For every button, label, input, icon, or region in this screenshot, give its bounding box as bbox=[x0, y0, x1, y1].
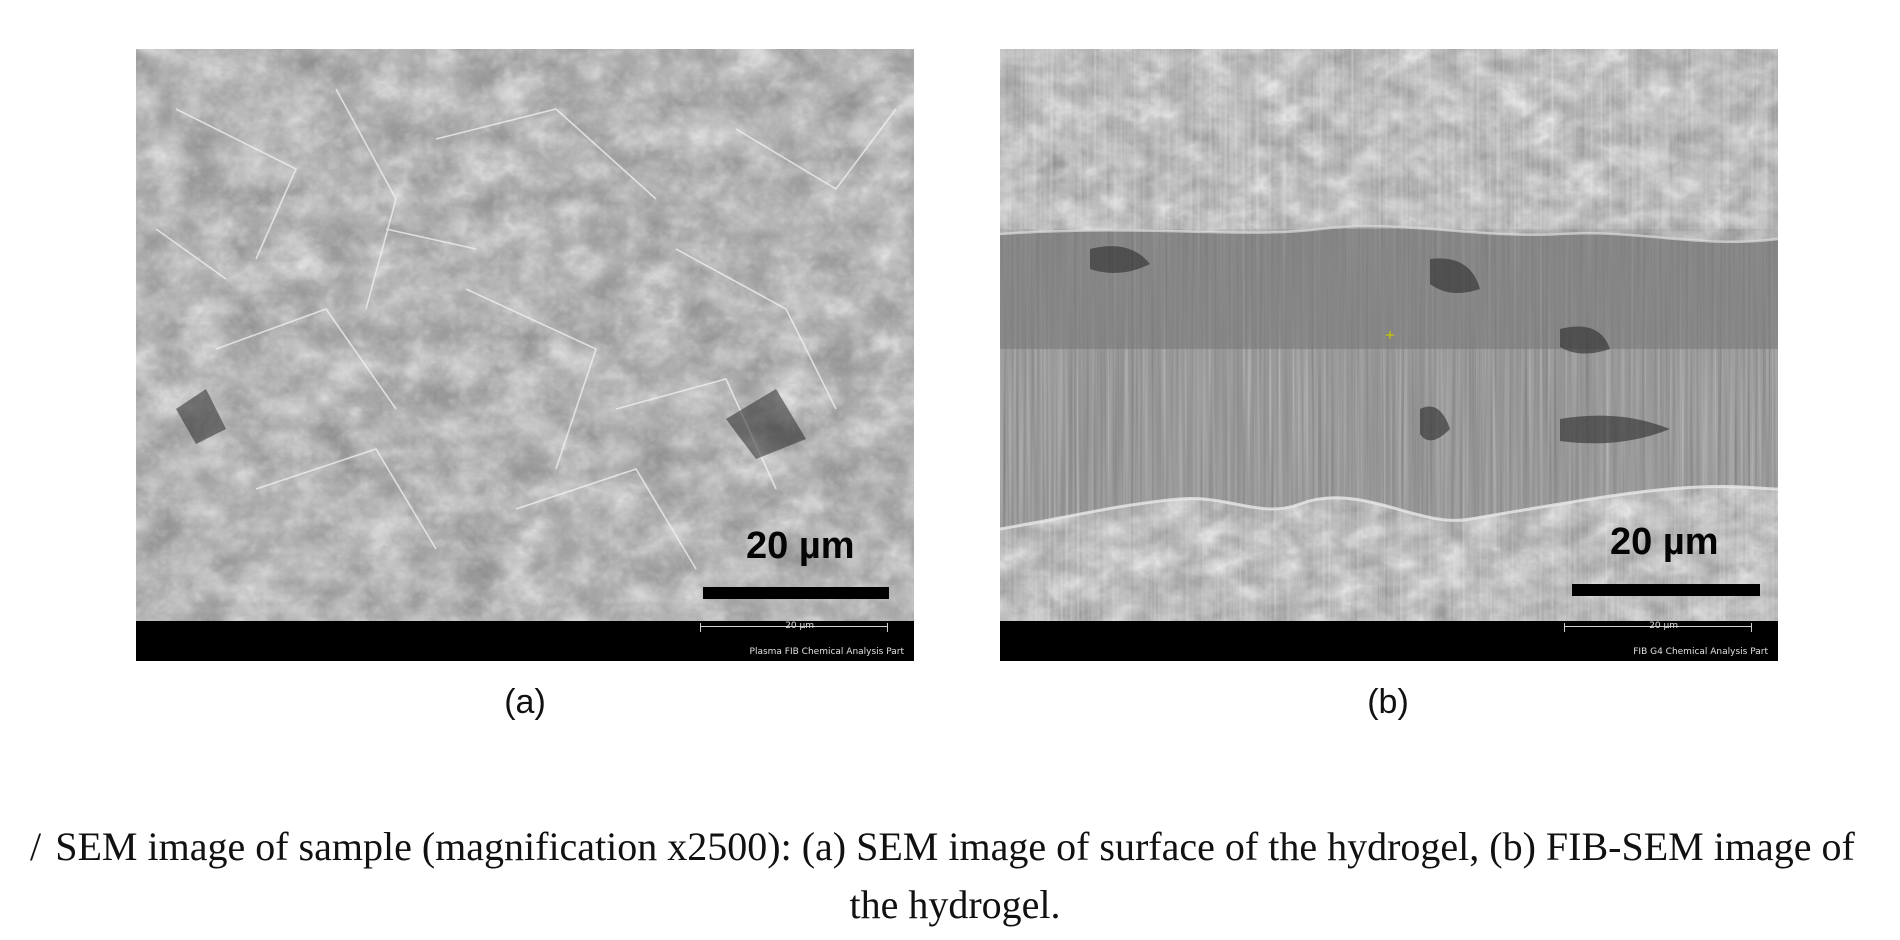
databar-scale-label: 20 µm bbox=[785, 621, 814, 631]
databar-instrument-text: Plasma FIB Chemical Analysis Part bbox=[749, 647, 904, 657]
sem-data-bar: 20 µm FIB G4 Chemical Analysis Part bbox=[1000, 621, 1778, 661]
databar-scale-marker bbox=[700, 623, 888, 632]
scale-bar-label: 20 µm bbox=[746, 525, 855, 567]
scale-bar-label: 20 µm bbox=[1610, 521, 1719, 563]
fib-sem-cross-section-image bbox=[1000, 49, 1778, 621]
databar-scale-label: 20 µm bbox=[1649, 621, 1678, 631]
figure-caption: / SEM image of sample (magnification x25… bbox=[30, 818, 1880, 934]
scale-bar bbox=[703, 587, 889, 599]
panel-label-b: (b) bbox=[1367, 683, 1409, 721]
sem-surface-image bbox=[136, 49, 914, 621]
sem-data-bar: 20 µm Plasma FIB Chemical Analysis Part bbox=[136, 621, 914, 661]
databar-instrument-text: FIB G4 Chemical Analysis Part bbox=[1633, 647, 1768, 657]
panel-label-a: (a) bbox=[504, 683, 546, 721]
caption-text: SEM image of sample (magnification x2500… bbox=[55, 824, 1855, 927]
micrograph-panel-a: 20 µm 20 µm Plasma FIB Chemical Analysis… bbox=[136, 49, 914, 661]
databar-scale-marker bbox=[1564, 623, 1752, 632]
micrograph-panel-b: 20 µm 20 µm FIB G4 Chemical Analysis Par… bbox=[1000, 49, 1778, 661]
caption-mark: / bbox=[30, 824, 42, 869]
scale-bar bbox=[1572, 584, 1760, 596]
